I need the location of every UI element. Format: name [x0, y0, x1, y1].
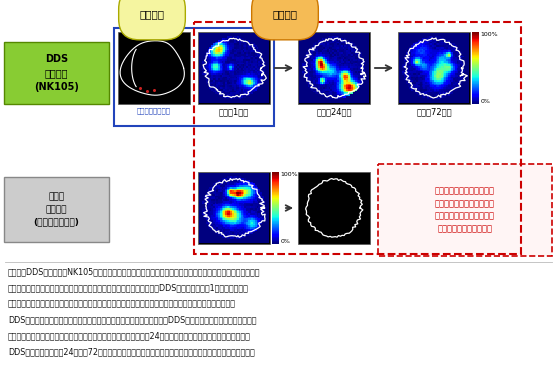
Text: DDS抗がん劑ががん組織に特異的に集まっているのがわかる。さらに、DDS抗がん劑（上段）と通常の抗がん: DDS抗がん劑ががん組織に特異的に集まっているのがわかる。さらに、DDS抗がん劑…: [8, 315, 257, 324]
Bar: [298, 32, 370, 104]
Bar: [4, 177, 109, 242]
Bar: [298, 172, 370, 244]
Bar: [114, 28, 274, 126]
Text: 標的特異性の評価: 標的特異性の評価: [137, 107, 171, 114]
Text: 投与後1時間: 投与後1時間: [219, 107, 249, 116]
Text: 投与後24時間: 投与後24時間: [316, 107, 352, 116]
Bar: [4, 42, 109, 104]
Text: 100%: 100%: [481, 32, 498, 37]
Bar: [378, 164, 552, 256]
Text: （上段左から二番目）と正常組織（上段左）を比較すると、正常組織にはほとんど薬劑が移行しておらず、: （上段左から二番目）と正常組織（上段左）を比較すると、正常組織にはほとんど薬劑が…: [8, 299, 236, 308]
Text: ドラッグデザインの違いに
より、本当に抗がん剤が腫
瘍内部まで長い間集まった
かが明確に判別できる。: ドラッグデザインの違いに より、本当に抗がん剤が腫 瘍内部まで長い間集まった か…: [435, 187, 495, 233]
Text: DDS抗がん劑は投与後24時間、72時間ともに薬劑が多く認められ、がん組織により長時間とどまっている。: DDS抗がん劑は投与後24時間、72時間ともに薬劑が多く認められ、がん組織により…: [8, 347, 255, 356]
Text: 0%: 0%: [281, 239, 290, 244]
Text: 白線で囲ったところが組織標本、小さな点が薬劑の集まっている箇所。DDS抗がん劑投与後1時間のがん組織: 白線で囲ったところが組織標本、小さな点が薬劑の集まっている箇所。DDS抗がん劑投…: [8, 283, 249, 292]
Text: 0%: 0%: [481, 99, 490, 104]
Bar: [194, 22, 521, 254]
Text: 通常の
抗がん劑
(パクリタキセル): 通常の 抗がん劑 (パクリタキセル): [33, 193, 80, 226]
Bar: [398, 32, 470, 104]
Text: マウスにDDS抗がん劑（NK105）とパクリタキセルを投与し、薬劑分布を質量顏微鏡で観察した実際の画像。: マウスにDDS抗がん劑（NK105）とパクリタキセルを投与し、薬劑分布を質量顏微…: [8, 267, 261, 276]
Bar: [198, 172, 270, 244]
Bar: [118, 32, 190, 104]
Text: 100%: 100%: [281, 172, 298, 177]
Text: 劑（下段）を投与後の時間で比較すると、通常の抗がん劑は投与後24時間の時点でほとんどなくなっているが、: 劑（下段）を投与後の時間で比較すると、通常の抗がん劑は投与後24時間の時点でほと…: [8, 331, 251, 340]
Text: がん組織: がん組織: [272, 9, 297, 19]
Bar: [198, 32, 270, 104]
Text: 投与後72時間: 投与後72時間: [416, 107, 452, 116]
Text: 正常組織: 正常組織: [139, 9, 164, 19]
Text: DDS
抗がん劑
(NK105): DDS 抗がん劑 (NK105): [34, 54, 79, 92]
